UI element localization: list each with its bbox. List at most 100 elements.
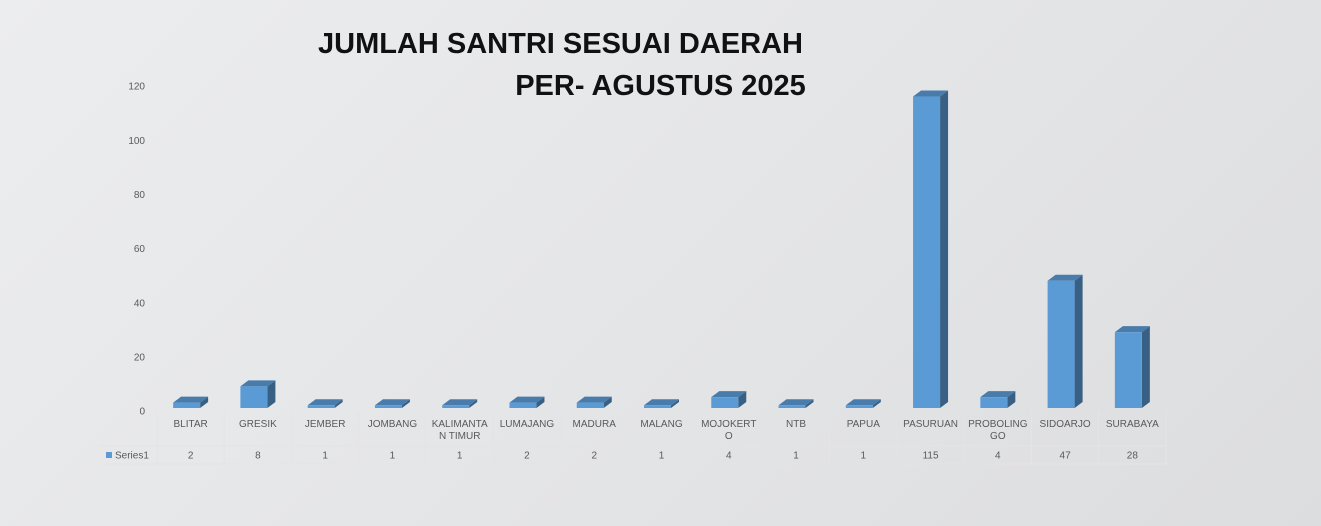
table-value: 4 [726,451,732,462]
bar-top [644,399,679,406]
x-tick-label: GRESIK [238,419,277,430]
bar-side [1074,274,1083,408]
bar-side [603,396,612,408]
table-value: 4 [995,451,1001,462]
y-tick-label: 20 [134,352,146,363]
bar-top [240,380,276,387]
y-tick-label: 40 [134,298,146,309]
x-tick-label: LUMAJANG [499,419,555,430]
x-tick-label: JOMBANG [367,419,418,430]
bar-side [738,391,747,408]
table-value: 1 [793,451,799,462]
table-value: 1 [322,451,328,462]
bar-side [940,90,949,409]
bar-front [1047,280,1075,408]
bar-top [442,399,478,406]
bar-front [980,397,1008,408]
bar-side [200,396,209,408]
chart-title: JUMLAH SANTRI SESUAI DAERAH [318,28,803,60]
chart-title: PER- AGUSTUS 2025 [515,70,806,102]
bar-front [240,386,268,408]
bar [778,399,814,408]
bar-front [374,405,402,408]
bar-side [401,399,410,408]
x-tick-label: KALIMANTAN TIMUR [431,419,488,442]
bar-front [778,405,806,408]
bar-top [576,396,612,403]
x-tick-label: SIDOARJO [1039,419,1091,430]
y-tick-label: 60 [134,244,146,255]
table-value: 28 [1127,451,1139,462]
x-tick-label: MADURA [572,419,616,430]
table-value: 2 [591,451,597,462]
bar-side [805,399,814,408]
bar [509,396,545,408]
bar [1114,326,1150,408]
bar-top [374,399,410,406]
bar-side [469,399,478,408]
bar-front [711,397,739,408]
bar-top [980,391,1016,398]
bar-top [913,90,949,97]
x-tick-label: PASURUAN [903,419,958,430]
bar [644,399,679,408]
bar-top [173,396,209,403]
bar-side [1007,391,1016,408]
bar-top [509,396,545,403]
bar [442,399,478,408]
table-value: 115 [923,451,939,462]
legend-key [106,452,112,458]
table-value: 2 [524,451,530,462]
bar [374,399,410,408]
bar-front [845,405,873,408]
bar-top [1114,326,1150,333]
x-tick-label: PROBOLINGGO [968,419,1028,442]
bar [845,399,881,408]
bar [173,396,209,408]
bar-side [671,399,679,408]
bar [240,380,276,408]
bar-side [536,396,545,408]
x-tick-label: PAPUA [846,419,880,430]
bar [980,391,1016,408]
bar-side [334,399,343,408]
bar-top [778,399,814,406]
table-value: 1 [390,451,396,462]
bar-front [307,405,335,408]
bar-front [173,402,201,408]
bar-front [442,405,470,408]
y-tick-label: 120 [128,82,145,93]
y-tick-label: 80 [134,190,146,201]
table-value: 8 [255,451,261,462]
bar-top [1047,274,1083,281]
bar-top [307,399,343,406]
bar [913,90,949,409]
table-value: 1 [861,451,867,462]
x-tick-label: MOJOKERTO [701,419,757,442]
bar-front [576,402,604,408]
bar [576,396,612,408]
y-tick-label: 0 [139,407,145,418]
legend-label: Series1 [115,451,149,462]
bar-front [644,405,671,408]
table-value: 2 [188,451,194,462]
bar-top [711,391,747,398]
x-tick-label: SURABAYA [1105,419,1159,430]
bar-top [845,399,881,406]
bar-front [913,96,941,409]
table-value: 47 [1060,451,1072,462]
y-tick-label: 100 [128,136,145,147]
bar-side [1141,326,1150,408]
table-value: 1 [457,451,463,462]
bar [307,399,343,408]
bar-side [872,399,881,408]
bar-front [509,402,537,408]
bar [1047,274,1083,408]
x-tick-label: BLITAR [173,419,208,430]
x-tick-label: NTB [786,419,807,430]
bar [711,391,747,408]
bar-front [1114,332,1142,408]
x-tick-label: JEMBER [304,419,346,430]
